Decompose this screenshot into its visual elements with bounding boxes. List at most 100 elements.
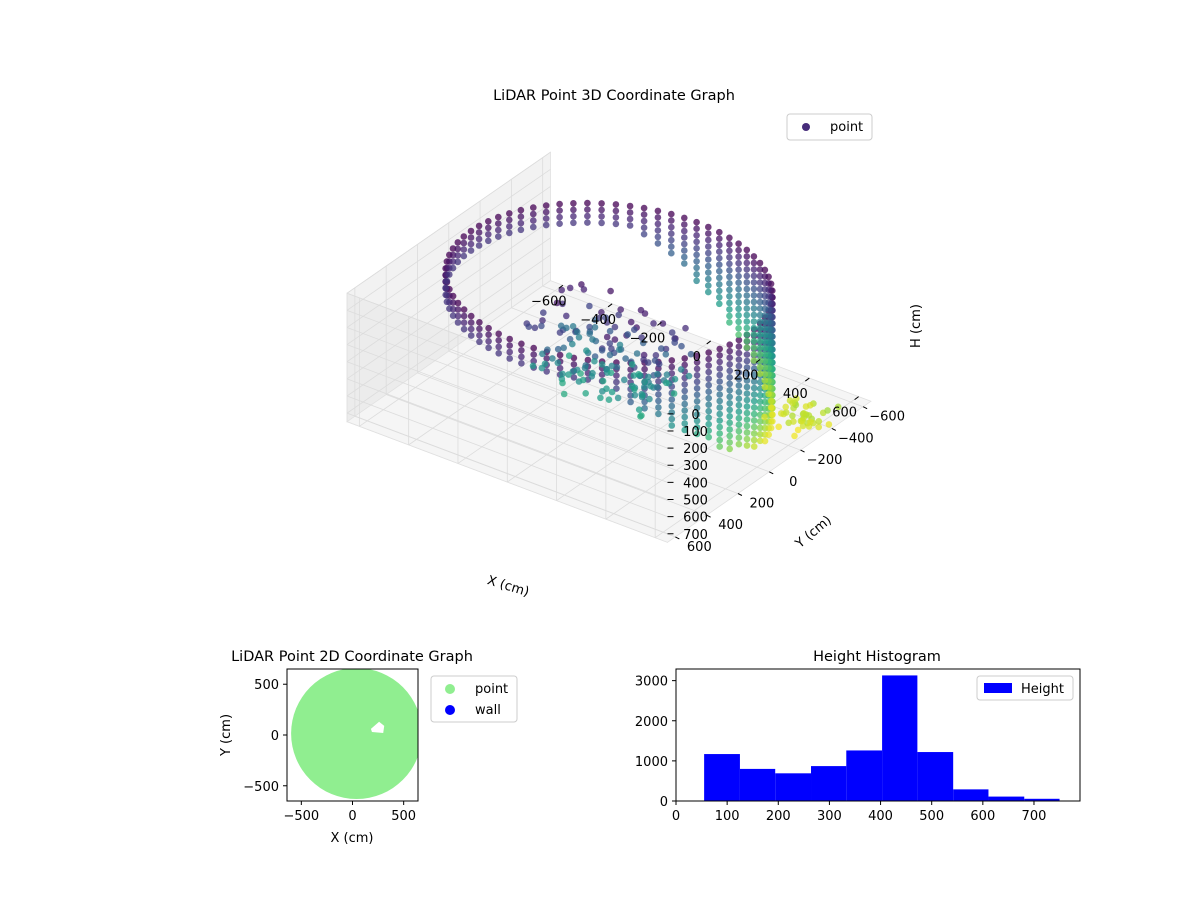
scatter-point-3d: [460, 319, 468, 327]
scatter-point-3d: [454, 299, 462, 307]
scatter-point-3d: [750, 324, 758, 332]
scatter-point-3d: [454, 319, 462, 326]
scatter-point-3d: [653, 383, 661, 391]
scatter-point-3d: [539, 317, 546, 324]
scatter-point-3d: [726, 419, 733, 427]
scatter-point-3d: [735, 299, 742, 306]
scatter-point-3d: [635, 406, 643, 414]
scatter-point-3d: [693, 245, 700, 252]
tick-label-3d-x: −600: [531, 294, 567, 309]
scatter-point-3d: [518, 340, 525, 348]
scatter-point-3d: [663, 371, 671, 379]
chart-histogram-frame: [675, 668, 1081, 802]
scatter-point-3d: [589, 369, 596, 377]
scatter-point-3d: [750, 259, 758, 267]
scatter-point-3d: [693, 352, 701, 360]
scatter-point-3d: [583, 347, 590, 355]
scatter-point-3d: [668, 329, 676, 336]
grid-back-z: [346, 378, 668, 500]
scatter-point-3d: [705, 236, 712, 244]
grid-floor-y: [542, 285, 864, 408]
chart-2d-legend-point-label: point: [475, 682, 508, 697]
scatter-point-3d: [560, 344, 567, 352]
chart-histogram: Height Histogram 0 100 200 300 400 500 600 7000…: [635, 649, 1081, 824]
scatter-point-3d: [782, 403, 789, 411]
scatter-point-3d: [735, 246, 742, 254]
scatter-point-3d: [743, 429, 751, 436]
scatter-point-3d: [668, 357, 676, 364]
scatter-point-3d: [735, 434, 743, 442]
histogram-bar: [953, 789, 989, 801]
scatter-point-3d: [681, 381, 688, 388]
scatter-point-3d: [693, 238, 700, 246]
scatter-point-3d: [655, 391, 662, 398]
chart-2d-legend-wall-marker: [445, 705, 455, 715]
scatter-point-3d: [612, 214, 620, 221]
scatter-point-3d: [750, 331, 758, 338]
scatter-point-3d: [756, 391, 764, 399]
scatter-point-3d: [716, 254, 723, 262]
scatter-point-3d: [750, 305, 758, 312]
tick-mark-3d-y: [800, 449, 805, 453]
scatter-point-3d: [693, 271, 700, 278]
chart-2d-xlabel: X (cm): [331, 831, 374, 846]
scatter-point-3d: [628, 361, 636, 368]
scatter-point-3d: [518, 360, 525, 367]
scatter-point-3d: [495, 343, 503, 351]
scatter-point-3d: [443, 277, 451, 285]
scatter-point-3d: [743, 409, 751, 417]
scatter-point-3d: [591, 324, 599, 331]
scatter-point-3d: [651, 357, 659, 364]
scatter-point-3d: [495, 220, 502, 227]
tick-label-hist-x: 0: [672, 809, 680, 824]
scatter-point-3d: [750, 443, 758, 450]
scatter-point-3d: [726, 267, 733, 274]
scatter-point-3d: [726, 280, 733, 287]
scatter-point-3d: [645, 373, 652, 381]
scatter-point-3d: [735, 240, 742, 247]
scatter-point-3d: [598, 200, 605, 207]
scatter-point-3d: [530, 344, 537, 352]
chart-3d-legend-box: [786, 113, 873, 141]
scatter-point-3d: [726, 253, 733, 261]
scatter-point-3d: [485, 237, 492, 245]
scatter-point-3d: [460, 246, 468, 253]
tick-label-hist-x: 700: [1022, 809, 1047, 824]
scatter-point-3d: [570, 206, 577, 214]
scatter-point-3d: [743, 370, 751, 378]
scatter-point-3d: [553, 299, 561, 307]
scatter-point-3d: [506, 355, 513, 362]
scatter-point-3d: [606, 351, 614, 359]
chart-3d-legend-marker: [802, 123, 810, 131]
scatter-point-3d: [761, 370, 769, 378]
scatter-point-3d: [631, 391, 639, 399]
scatter-point-3d: [705, 230, 712, 237]
scatter-point-3d: [824, 407, 831, 414]
scatter-point-3d: [641, 383, 648, 391]
scatter-point-3d: [668, 396, 676, 403]
scatter-point-3d: [765, 431, 772, 439]
scatter-point-3d: [626, 222, 634, 229]
scatter-point-3d: [454, 245, 462, 253]
scatter-point-3d: [544, 346, 551, 354]
scatter-point-3d: [726, 341, 733, 349]
scatter-point-3d: [693, 398, 701, 405]
scatter-point-3d: [743, 331, 751, 338]
scatter-point-3d: [750, 298, 758, 306]
scatter-point-3d: [530, 351, 537, 358]
scatter-point-3d: [476, 338, 483, 346]
scatter-point-3d: [726, 234, 733, 242]
scatter-point-3d: [726, 319, 733, 326]
scatter-point-3d: [726, 400, 733, 407]
scatter-point-3d: [556, 351, 564, 359]
scatter-point-3d: [705, 394, 712, 402]
scatter-point-3d: [743, 442, 751, 449]
scatter-point-3d: [761, 273, 769, 280]
scatter-point-3d: [756, 298, 764, 306]
scatter-point-3d: [782, 409, 790, 416]
scatter-point-3d: [671, 339, 678, 346]
scatter-point-3d: [756, 337, 764, 345]
scatter-point-3d: [598, 309, 605, 316]
scatter-point-3d: [716, 235, 723, 242]
scatter-point-3d: [750, 344, 758, 351]
